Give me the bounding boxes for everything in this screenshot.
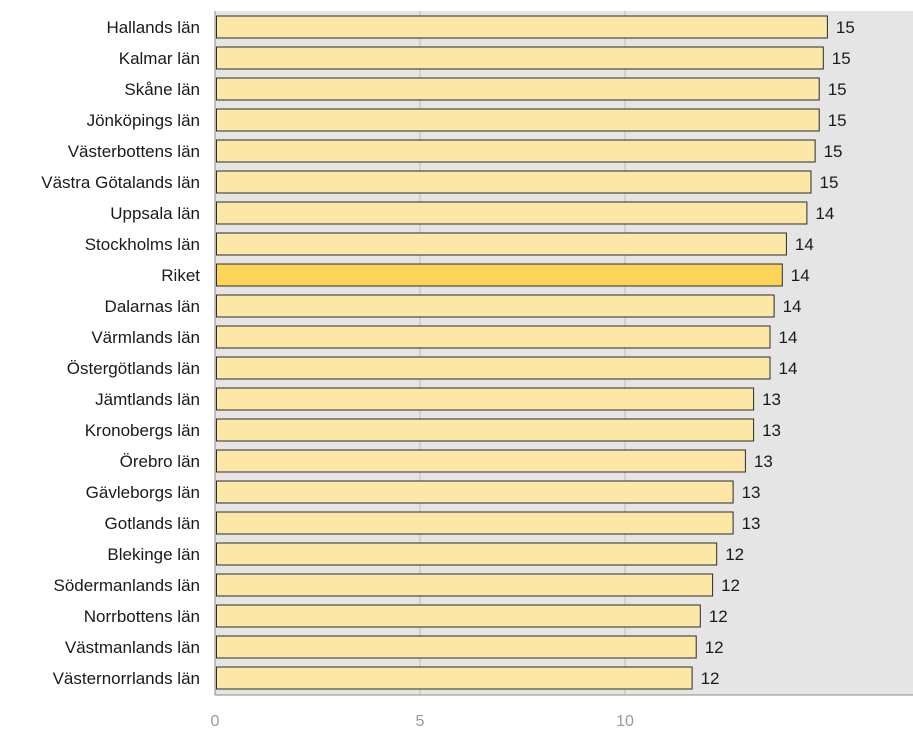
bar-20 bbox=[216, 635, 697, 659]
value-label-6: 14 bbox=[815, 204, 834, 223]
bar-5 bbox=[216, 170, 812, 194]
value-label-19: 12 bbox=[709, 607, 728, 626]
category-label-10: Värmlands län bbox=[91, 328, 200, 347]
x-tick-label-5: 5 bbox=[416, 713, 425, 729]
category-label-20: Västmanlands län bbox=[65, 638, 200, 657]
category-label-17: Blekinge län bbox=[107, 545, 200, 564]
bar-7 bbox=[216, 232, 787, 256]
bar-3 bbox=[216, 108, 820, 132]
category-label-19: Norrbottens län bbox=[84, 607, 200, 626]
category-label-21: Västernorrlands län bbox=[53, 669, 200, 688]
value-labels: 1515151515151414141414141313131313121212… bbox=[701, 18, 855, 688]
bar-6 bbox=[216, 201, 808, 225]
x-tick-label-10: 10 bbox=[616, 713, 634, 729]
value-label-11: 14 bbox=[779, 359, 798, 378]
value-label-21: 12 bbox=[701, 669, 720, 688]
category-label-3: Jönköpings län bbox=[87, 111, 200, 130]
bar-18 bbox=[216, 573, 714, 597]
category-label-14: Örebro län bbox=[120, 452, 200, 471]
category-label-2: Skåne län bbox=[124, 80, 200, 99]
category-label-1: Kalmar län bbox=[119, 49, 200, 68]
category-label-16: Gotlands län bbox=[105, 514, 200, 533]
value-label-10: 14 bbox=[779, 328, 798, 347]
value-label-15: 13 bbox=[742, 483, 761, 502]
value-label-2: 15 bbox=[828, 80, 847, 99]
x-tick-labels: 0 5 10 bbox=[211, 713, 634, 729]
bar-8 bbox=[216, 263, 783, 287]
bar-16 bbox=[216, 511, 734, 535]
bar-9 bbox=[216, 294, 775, 318]
category-label-13: Kronobergs län bbox=[85, 421, 200, 440]
bar-4 bbox=[216, 139, 816, 163]
value-label-4: 15 bbox=[824, 142, 843, 161]
value-label-8: 14 bbox=[791, 266, 810, 285]
bar-13 bbox=[216, 418, 755, 442]
category-label-18: Södermanlands län bbox=[54, 576, 200, 595]
value-label-3: 15 bbox=[828, 111, 847, 130]
value-label-0: 15 bbox=[836, 18, 855, 37]
value-label-14: 13 bbox=[754, 452, 773, 471]
bars-group bbox=[216, 15, 828, 690]
bar-19 bbox=[216, 604, 701, 628]
value-label-18: 12 bbox=[721, 576, 740, 595]
bar-1 bbox=[216, 46, 824, 70]
value-label-13: 13 bbox=[762, 421, 781, 440]
category-labels: Hallands län Kalmar län Skåne län Jönköping… bbox=[41, 18, 200, 688]
bar-14 bbox=[216, 449, 746, 473]
bar-2 bbox=[216, 77, 820, 101]
value-label-17: 12 bbox=[725, 545, 744, 564]
category-label-9: Dalarnas län bbox=[105, 297, 200, 316]
category-label-5: Västra Götalands län bbox=[41, 173, 200, 192]
category-label-4: Västerbottens län bbox=[68, 142, 200, 161]
category-label-11: Östergötlands län bbox=[67, 359, 200, 378]
category-label-6: Uppsala län bbox=[110, 204, 200, 223]
value-label-12: 13 bbox=[762, 390, 781, 409]
bar-10 bbox=[216, 325, 771, 349]
bar-15 bbox=[216, 480, 734, 504]
category-label-15: Gävleborgs län bbox=[86, 483, 200, 502]
value-label-1: 15 bbox=[832, 49, 851, 68]
value-label-9: 14 bbox=[783, 297, 802, 316]
category-label-0: Hallands län bbox=[106, 18, 200, 37]
category-label-12: Jämtlands län bbox=[95, 390, 200, 409]
value-label-16: 13 bbox=[742, 514, 761, 533]
bar-12 bbox=[216, 387, 755, 411]
value-label-5: 15 bbox=[820, 173, 839, 192]
value-label-7: 14 bbox=[795, 235, 814, 254]
x-tick-label-0: 0 bbox=[211, 713, 220, 729]
bar-11 bbox=[216, 356, 771, 380]
value-label-20: 12 bbox=[705, 638, 724, 657]
bar-21 bbox=[216, 666, 693, 690]
bar-17 bbox=[216, 542, 718, 566]
category-label-8: Riket bbox=[161, 266, 200, 285]
bar-0 bbox=[216, 15, 828, 39]
category-label-7: Stockholms län bbox=[85, 235, 200, 254]
